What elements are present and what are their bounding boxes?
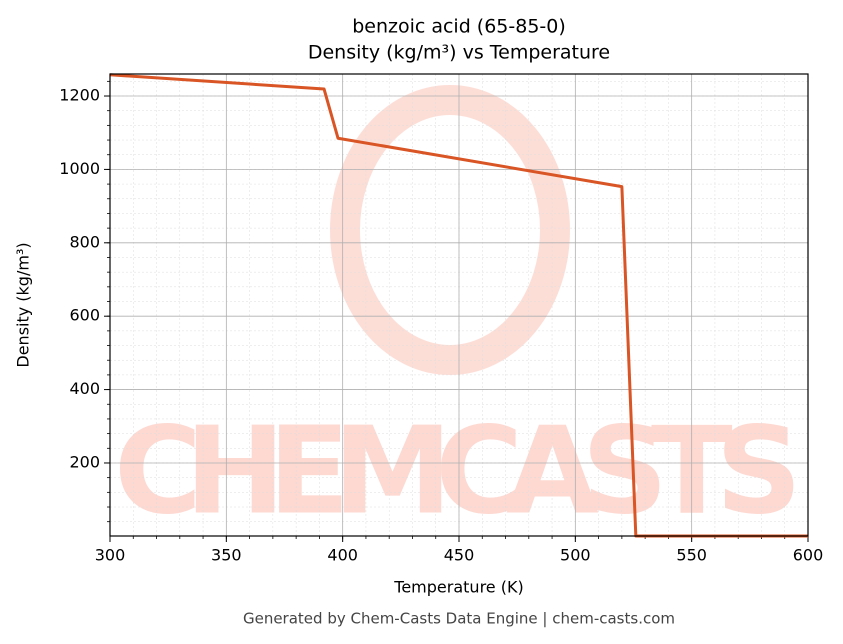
x-tick-label: 400 (327, 546, 358, 565)
footer: Generated by Chem-Casts Data Engine | ch… (243, 610, 675, 628)
y-tick-label: 800 (69, 232, 100, 251)
y-tick-label: 200 (69, 452, 100, 471)
x-tick-label: 550 (676, 546, 707, 565)
chart-title: benzoic acid (65-85-0) (352, 16, 566, 38)
watermark-logo (330, 85, 570, 375)
y-tick-label: 600 (69, 306, 100, 325)
x-tick-label: 450 (444, 546, 475, 565)
y-tick-label: 1000 (59, 159, 100, 178)
x-tick-label: 600 (793, 546, 824, 565)
y-axis-label: Density (kg/m³) (14, 242, 33, 367)
y-tick-label: 1200 (59, 86, 100, 105)
watermark: CHEMCASTS (114, 403, 804, 542)
x-axis-label: Temperature (K) (393, 578, 523, 597)
x-tick-label: 500 (560, 546, 591, 565)
x-tick-label: 350 (211, 546, 242, 565)
y-tick-label: 400 (69, 379, 100, 398)
plot-frame (109, 73, 809, 537)
chart-subtitle: Density (kg/m³) vs Temperature (308, 42, 610, 64)
x-tick-label: 300 (95, 546, 126, 565)
